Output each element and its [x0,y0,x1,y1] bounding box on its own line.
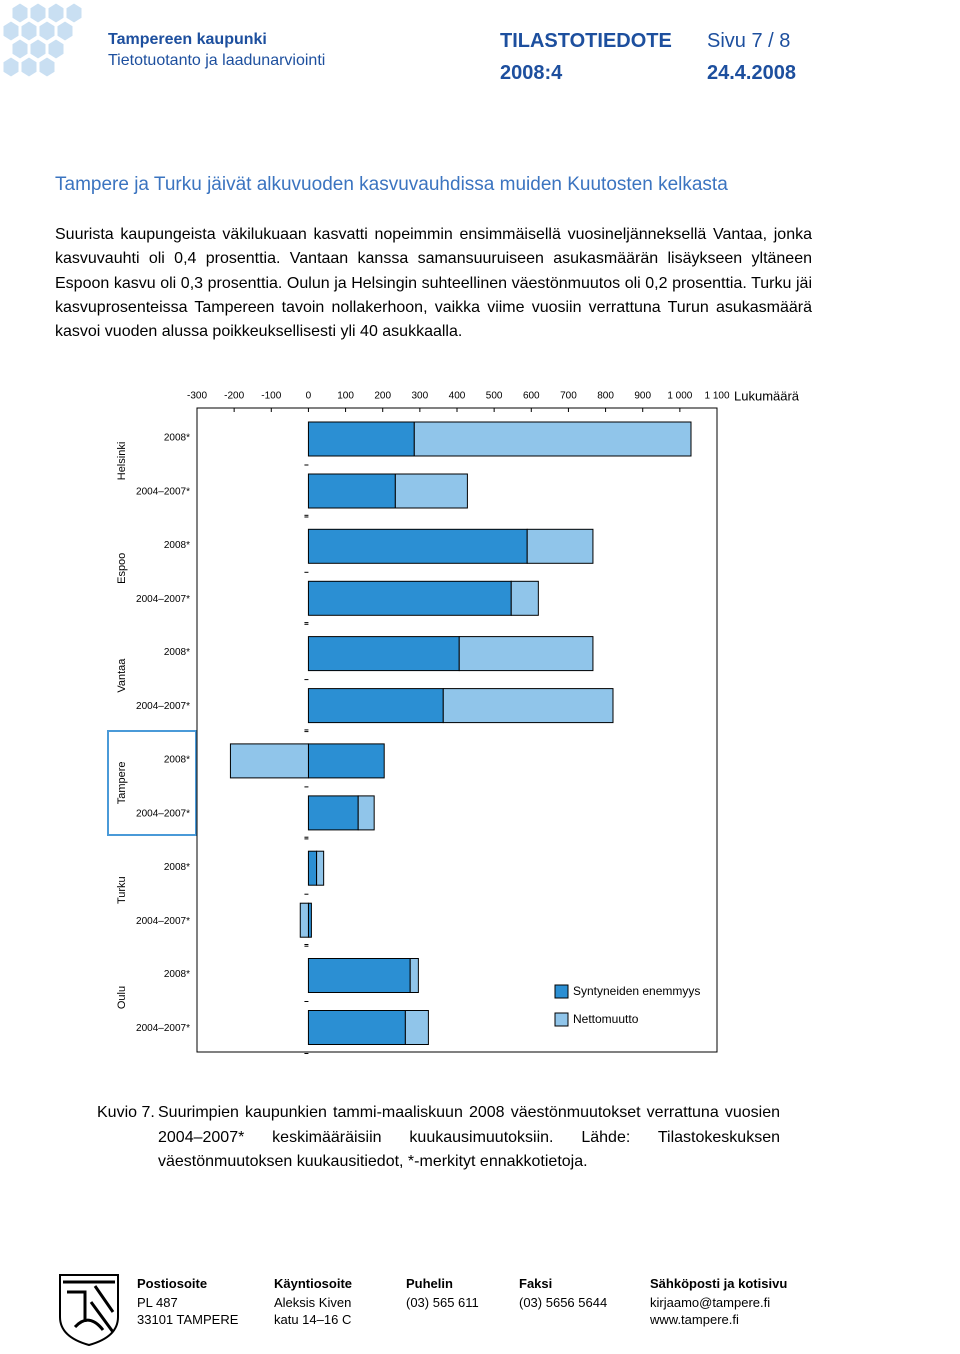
x-tick-label: 1 000 [667,391,692,402]
legend-swatch [554,1012,569,1027]
bar-net-migration [409,958,419,993]
group-label: Helsinki [116,442,128,481]
legend-swatch [554,984,569,999]
legend-label: Nettomuutto [573,1012,639,1026]
bar-net-migration [510,580,539,616]
date: 24.4.2008 [707,62,796,84]
chart: -300 -200 -100 0 100 200 300 400 500 600 700 800 900… [107,388,800,1054]
footer-heading: Sähköposti ja kotisivu [650,1276,788,1291]
category-label: 2004–2007* [136,487,190,498]
bar-natural-increase [307,580,512,616]
bar-natural-increase [307,473,396,509]
doc-type: TILASTOTIEDOTE [500,30,672,52]
footer-line: katu 14–16 C [274,1312,352,1327]
x-tick-label: -100 [261,391,281,402]
bar-net-migration [526,528,594,564]
bar-net-migration [458,636,594,672]
category-label: 2004–2007* [136,809,190,820]
title: Tampere ja Turku jäivät alkuvuoden kasvu… [55,174,728,195]
footer-line: Aleksis Kiven [274,1295,352,1310]
category-label: 2004–2007* [136,594,190,605]
x-tick-label: 200 [374,391,391,402]
footer-logo [59,1274,119,1347]
body-text: Suurista kaupungeista väkilukuaan kasvat… [55,226,812,341]
group-label: Vantaa [116,658,128,693]
bar-net-migration [442,688,614,724]
caption: Kuvio 7. Suurimpien kaupunkien tammi-maal… [97,1101,780,1175]
x-tick-label: 700 [560,391,577,402]
footer-line: (03) 5656 5644 [519,1295,608,1310]
bar-natural-increase [307,1010,406,1045]
category-label: 2008* [164,433,190,444]
category-label: 2008* [164,647,190,658]
logo [2,2,83,78]
footer-line: (03) 565 611 [406,1295,479,1310]
bar-net-migration [229,743,309,779]
x-tick-label: -300 [187,391,207,402]
x-tick-label: 900 [634,391,651,402]
group-label: Turku [116,876,128,904]
footer-heading: Faksi [519,1276,553,1291]
x-tick-label: 300 [412,391,429,402]
x-tick-label: 1 100 [704,391,729,402]
caption-label: Kuvio 7. [97,1104,155,1121]
bar-natural-increase [307,421,415,457]
group-label: Espoo [116,553,128,584]
x-axis-label: Lukumäärä [734,388,800,403]
issue: 2008:4 [500,62,563,84]
bar-natural-increase [307,743,385,779]
category-label: 2008* [164,540,190,551]
footer-line: www.tampere.fi [650,1312,739,1327]
group-label: Tampere [116,762,128,805]
bar-natural-increase [307,795,359,831]
org: Tampereen kaupunki [108,31,267,48]
footer-line: kirjaamo@tampere.fi [650,1295,771,1310]
bar-net-migration [394,473,468,509]
bar-net-migration [316,850,325,886]
bar-natural-increase [307,688,444,724]
category-label: 2008* [164,755,190,766]
x-tick-label: 600 [523,391,540,402]
x-tick-label: -200 [224,391,244,402]
x-tick-label: 100 [337,391,354,402]
category-label: 2008* [164,862,190,873]
bar-net-migration [404,1010,429,1045]
x-tick-label: 0 [306,391,312,402]
x-tick-label: 400 [449,391,466,402]
category-label: 2004–2007* [136,916,190,927]
group-label: Oulu [116,986,128,1009]
x-tick-label: 800 [597,391,614,402]
footer-heading: Postiosoite [137,1276,208,1291]
bar-net-migration [299,902,309,938]
bar-natural-increase [307,850,318,886]
x-tick-label: 500 [486,391,503,402]
footer-line: 33101 TAMPERE [137,1312,239,1327]
unit: Tietotuotanto ja laadunarviointi [108,52,326,69]
highlight-box [107,730,197,836]
caption-text: Suurimpien kaupunkien tammi-maaliskuun 2… [158,1104,780,1170]
bar-natural-increase [307,528,528,564]
bar-net-migration [413,421,692,457]
footer-heading: Käyntiosoite [274,1276,353,1291]
footer-heading: Puhelin [406,1276,453,1291]
category-label: 2004–2007* [136,1023,190,1034]
legend-label: Syntyneiden enemmyys [573,984,700,998]
category-label: 2008* [164,969,190,980]
bar-natural-increase [307,636,460,672]
footer-line: PL 487 [137,1295,178,1310]
bar-natural-increase [307,958,411,993]
category-label: 2004–2007* [136,701,190,712]
bar-net-migration [357,795,375,831]
page-number: Sivu 7 / 8 [707,30,791,52]
